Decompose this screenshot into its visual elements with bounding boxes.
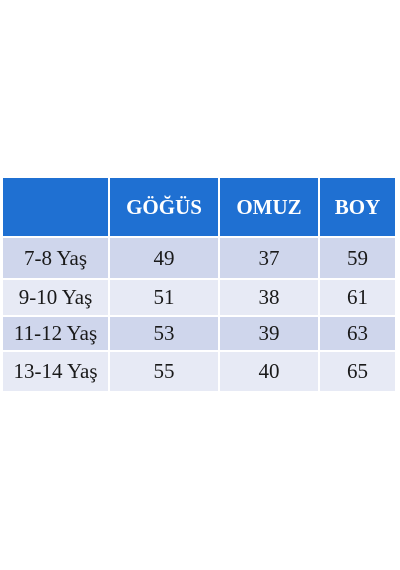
row-label: 11-12 Yaş (3, 317, 108, 350)
header-cell: GÖĞÜS (110, 178, 218, 236)
data-cell: 65 (320, 352, 395, 391)
row-label: 7-8 Yaş (3, 238, 108, 278)
header-cell: OMUZ (220, 178, 318, 236)
header-corner (3, 178, 108, 236)
data-cell: 61 (320, 280, 395, 315)
data-cell: 37 (220, 238, 318, 278)
data-cell: 39 (220, 317, 318, 350)
data-cell: 51 (110, 280, 218, 315)
data-cell: 63 (320, 317, 395, 350)
data-cell: 40 (220, 352, 318, 391)
data-cell: 55 (110, 352, 218, 391)
data-cell: 49 (110, 238, 218, 278)
row-label: 13-14 Yaş (3, 352, 108, 391)
row-label: 9-10 Yaş (3, 280, 108, 315)
data-cell: 38 (220, 280, 318, 315)
header-cell: BOY (320, 178, 395, 236)
data-cell: 53 (110, 317, 218, 350)
data-cell: 59 (320, 238, 395, 278)
